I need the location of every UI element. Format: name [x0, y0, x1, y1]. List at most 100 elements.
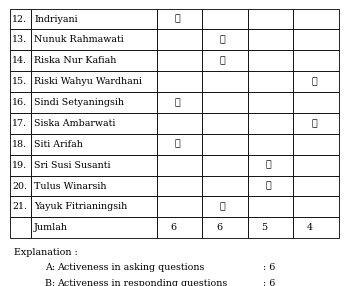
- Text: 5: 5: [262, 223, 268, 232]
- Text: Activeness in responding questions: Activeness in responding questions: [57, 279, 227, 286]
- Text: Siska Ambarwati: Siska Ambarwati: [34, 119, 116, 128]
- Bar: [248, 176, 293, 196]
- Bar: [293, 92, 339, 113]
- Text: : 6: : 6: [263, 263, 275, 271]
- Text: 12.: 12.: [12, 15, 27, 23]
- Text: 13.: 13.: [12, 35, 27, 44]
- Bar: [157, 176, 202, 196]
- Text: Tulus Winarsih: Tulus Winarsih: [34, 182, 107, 190]
- Bar: [157, 29, 202, 50]
- Bar: [10, 92, 31, 113]
- Bar: [31, 29, 157, 50]
- Text: ✓: ✓: [220, 56, 226, 65]
- Bar: [202, 134, 248, 155]
- Bar: [31, 217, 157, 238]
- Bar: [157, 134, 202, 155]
- Text: Riska Nur Kafiah: Riska Nur Kafiah: [34, 56, 116, 65]
- Text: 15.: 15.: [12, 77, 27, 86]
- Bar: [202, 176, 248, 196]
- Bar: [202, 50, 248, 71]
- Bar: [10, 176, 31, 196]
- Text: 21.: 21.: [12, 202, 27, 211]
- Bar: [10, 196, 31, 217]
- Text: ✓: ✓: [311, 119, 317, 128]
- Bar: [248, 9, 293, 29]
- Bar: [293, 50, 339, 71]
- Bar: [202, 113, 248, 134]
- Bar: [157, 71, 202, 92]
- Text: Activeness in asking questions: Activeness in asking questions: [57, 263, 204, 271]
- Text: 6: 6: [170, 223, 176, 232]
- Bar: [293, 71, 339, 92]
- Bar: [248, 134, 293, 155]
- Text: 19.: 19.: [12, 161, 27, 170]
- Bar: [293, 196, 339, 217]
- Text: ✓: ✓: [174, 98, 180, 107]
- Text: ✓: ✓: [220, 35, 226, 44]
- Bar: [202, 217, 248, 238]
- Text: 18.: 18.: [12, 140, 27, 149]
- Text: Sindi Setyaningsih: Sindi Setyaningsih: [34, 98, 124, 107]
- Bar: [10, 113, 31, 134]
- Bar: [157, 155, 202, 176]
- Text: : 6: : 6: [263, 279, 275, 286]
- Bar: [248, 92, 293, 113]
- Text: Riski Wahyu Wardhani: Riski Wahyu Wardhani: [34, 77, 142, 86]
- Bar: [31, 155, 157, 176]
- Bar: [157, 196, 202, 217]
- Bar: [248, 71, 293, 92]
- Bar: [293, 217, 339, 238]
- Text: 4: 4: [307, 223, 313, 232]
- Text: 6: 6: [216, 223, 222, 232]
- Text: 20.: 20.: [12, 182, 27, 190]
- Text: ✓: ✓: [265, 161, 271, 170]
- Bar: [157, 92, 202, 113]
- Bar: [293, 9, 339, 29]
- Bar: [157, 9, 202, 29]
- Text: ✓: ✓: [220, 202, 226, 211]
- Bar: [31, 113, 157, 134]
- Text: ✓: ✓: [311, 77, 317, 86]
- Bar: [293, 29, 339, 50]
- Bar: [293, 155, 339, 176]
- Bar: [202, 29, 248, 50]
- Text: Siti Arifah: Siti Arifah: [34, 140, 83, 149]
- Text: Jumlah: Jumlah: [34, 223, 68, 232]
- Bar: [157, 217, 202, 238]
- Bar: [202, 92, 248, 113]
- Bar: [31, 92, 157, 113]
- Bar: [248, 29, 293, 50]
- Bar: [293, 113, 339, 134]
- Bar: [293, 176, 339, 196]
- Text: A:: A:: [45, 263, 61, 271]
- Bar: [10, 71, 31, 92]
- Text: Nunuk Rahmawati: Nunuk Rahmawati: [34, 35, 124, 44]
- Bar: [31, 134, 157, 155]
- Bar: [248, 50, 293, 71]
- Text: Sri Susi Susanti: Sri Susi Susanti: [34, 161, 111, 170]
- Text: ✓: ✓: [265, 182, 271, 190]
- Bar: [31, 196, 157, 217]
- Bar: [202, 9, 248, 29]
- Bar: [10, 50, 31, 71]
- Text: Explanation :: Explanation :: [14, 248, 78, 257]
- Bar: [31, 50, 157, 71]
- Text: ✓: ✓: [174, 15, 180, 23]
- Bar: [202, 71, 248, 92]
- Bar: [157, 50, 202, 71]
- Text: 17.: 17.: [12, 119, 27, 128]
- Bar: [31, 71, 157, 92]
- Bar: [293, 134, 339, 155]
- Text: Yayuk Fitrianingsih: Yayuk Fitrianingsih: [34, 202, 127, 211]
- Bar: [31, 176, 157, 196]
- Text: B:: B:: [45, 279, 61, 286]
- Bar: [10, 9, 31, 29]
- Bar: [10, 29, 31, 50]
- Text: Indriyani: Indriyani: [34, 15, 78, 23]
- Bar: [248, 113, 293, 134]
- Bar: [31, 9, 157, 29]
- Bar: [202, 196, 248, 217]
- Bar: [10, 217, 31, 238]
- Text: 14.: 14.: [12, 56, 27, 65]
- Bar: [248, 155, 293, 176]
